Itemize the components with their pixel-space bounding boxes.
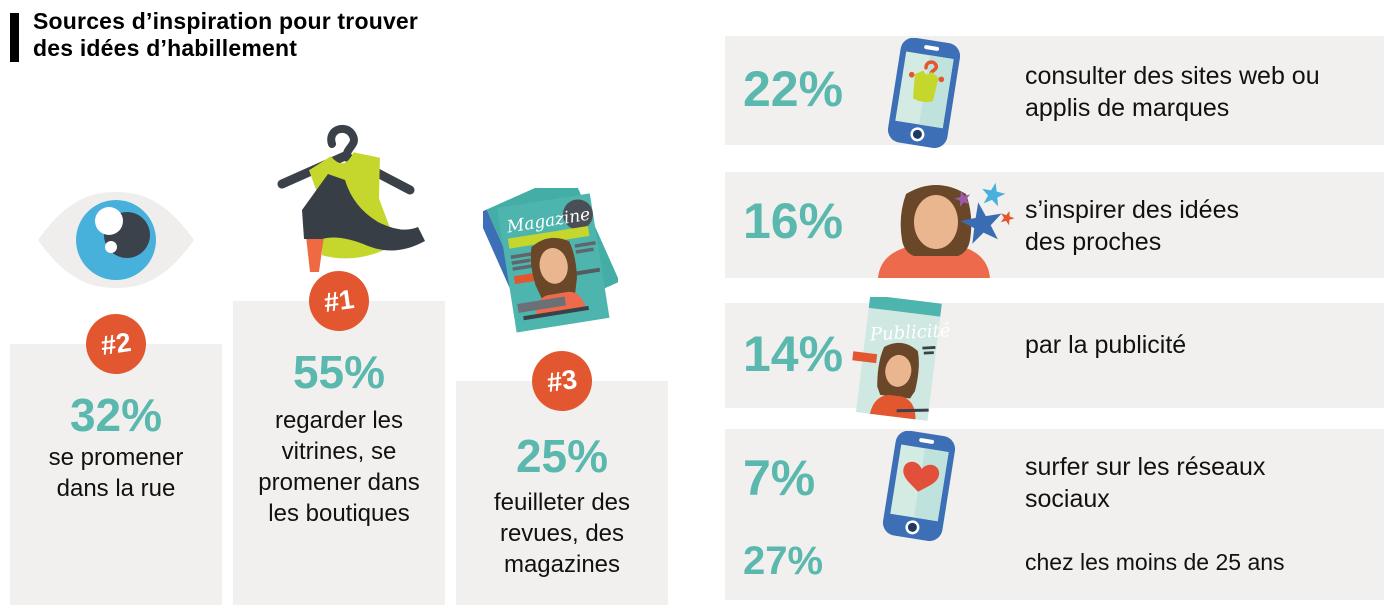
card-magazines: 25% feuilleter des revues, des magazines <box>456 381 668 605</box>
star-orange <box>1000 210 1015 226</box>
stat-row-social-networks: 7% surfer sur les réseaux sociaux 27% ch… <box>725 429 1384 600</box>
card-label: regarder les vitrines, se promener dans … <box>258 407 420 527</box>
percent-value: 22% <box>743 61 844 117</box>
stat-label: s’inspirer des idées des proches <box>1025 196 1239 256</box>
sub-stat-label: chez les moins de 25 ans <box>1025 549 1285 575</box>
title-accent-bar <box>10 13 19 62</box>
eye-icon <box>38 192 194 288</box>
advertising-magazine-icon: Publicité <box>852 297 951 421</box>
star-purple <box>954 190 971 207</box>
stat-row-websites: 22% consulter des sites web ou applis de… <box>725 36 1384 148</box>
star-lightblue <box>982 182 1006 207</box>
card-label: feuilleter des revues, des magazines <box>493 489 631 578</box>
sub-percent-value: 27% <box>743 539 824 583</box>
stat-label: par la publicité <box>1025 331 1187 359</box>
page-title-line2: des idées d’habillement <box>33 35 298 61</box>
rank-badge-text: #2 <box>98 326 133 361</box>
percent-value: 32% <box>69 389 163 441</box>
card-street-walking: 32% se promener dans la rue <box>10 344 222 605</box>
stat-label: surfer sur les réseaux sociaux <box>1025 453 1266 513</box>
rank-badge-text: #3 <box>544 363 579 398</box>
phone-shopping-icon <box>887 38 961 148</box>
percent-value: 14% <box>743 326 844 382</box>
percent-value: 55% <box>292 346 386 398</box>
rank-badge-text: #1 <box>321 283 356 318</box>
heart-icon <box>903 461 939 492</box>
percent-value: 7% <box>743 450 816 506</box>
publicite-cover-title: Publicité <box>868 320 951 345</box>
star-blue <box>960 202 1002 244</box>
stat-row-friends: 16% s’inspirer des idées des proches <box>725 172 1384 278</box>
page-title-line1: Sources d’inspiration pour trouver <box>33 8 419 34</box>
woman-stars-icon <box>878 182 1015 278</box>
phone-social-icon <box>882 431 956 541</box>
percent-value: 16% <box>743 193 844 249</box>
card-window-shopping: 55% regarder les vitrines, se promener d… <box>233 301 445 605</box>
card-label: se promener dans la rue <box>48 444 184 502</box>
magazines-stack-icon: Magazine <box>483 188 618 333</box>
clothes-hanger-shoe-icon <box>277 124 425 272</box>
page-title: Sources d’inspiration pour trouver des i… <box>33 8 418 62</box>
percent-value: 25% <box>515 430 609 482</box>
stat-label: consulter des sites web ou applis de mar… <box>1025 62 1320 122</box>
stat-row-advertising: 14% Publicité par la publicité <box>725 297 1384 421</box>
